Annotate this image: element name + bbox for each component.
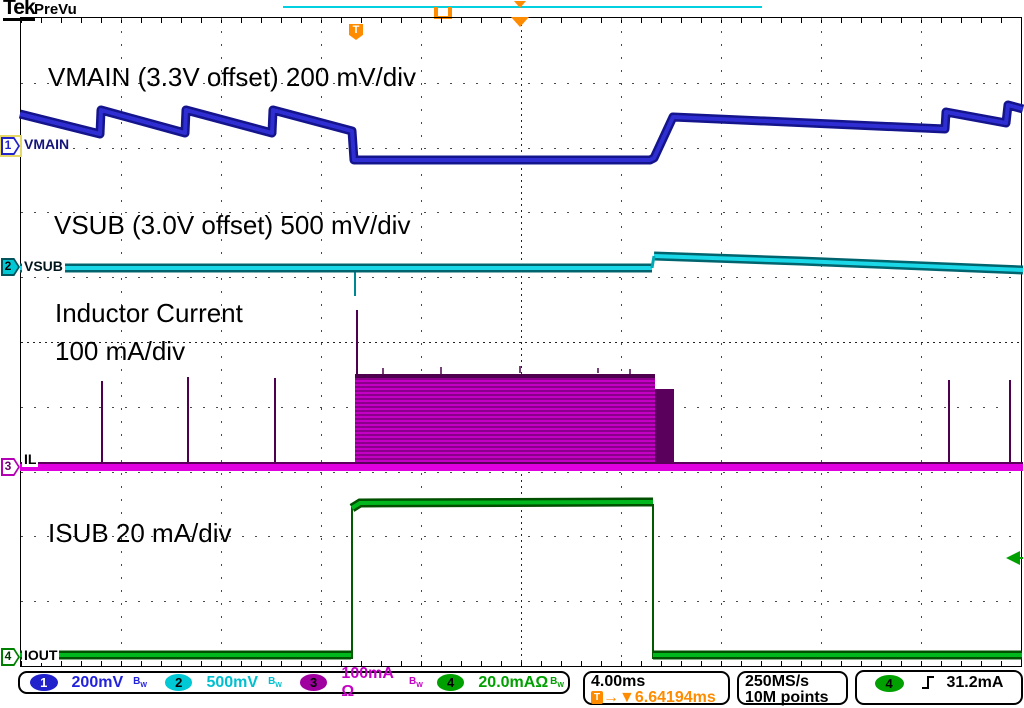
ch2-label: VSUB — [22, 258, 65, 274]
ch4-scale-badge[interactable]: 4 — [436, 674, 465, 691]
ch3-label: IL — [22, 451, 39, 467]
annotation-vsub: VSUB (3.0V offset) 500 mV/div — [54, 210, 411, 240]
graticule-hline — [21, 472, 1021, 473]
trigger-source-badge: 4 — [874, 674, 904, 692]
graticule-vline — [621, 18, 622, 666]
trigger-level-readout: 31.2mA — [946, 674, 1004, 691]
timebase-box[interactable]: 4.00ms T →▼6.64194ms — [583, 671, 730, 706]
annotation-vmain: VMAIN (3.3V offset) 200 mV/div — [48, 62, 416, 92]
acquisition-status: PreVu — [34, 1, 77, 18]
graticule-hline — [21, 407, 1021, 408]
trigger-level-t-icon[interactable]: T — [349, 24, 363, 40]
tek-logo: Tek — [3, 0, 36, 21]
rising-edge-icon — [922, 676, 935, 689]
ch3-scale: 100mA Ω — [341, 664, 394, 700]
graticule-vline — [821, 18, 822, 666]
channel-readout-bar[interactable]: 1 200mV BW 2 500mV BW 3 100mA Ω BW 4 20.… — [18, 665, 570, 700]
ch3-scale-badge[interactable]: 3 — [299, 674, 328, 691]
trigger-position-icon[interactable] — [511, 17, 529, 27]
annotation-inductor-2: 100 mA/div — [55, 336, 186, 366]
ch2-marker[interactable]: 2 — [1, 258, 20, 276]
timebase-scale: 4.00ms — [591, 673, 646, 690]
ch4-marker[interactable]: 4 — [1, 648, 20, 666]
ch3-bandwidth-icon: BW — [409, 676, 423, 689]
trigger-t-icon: T — [591, 691, 603, 705]
graticule-vline — [721, 18, 722, 666]
ch4-scale: 20.0mAΩ — [478, 673, 549, 691]
graticule-vline — [921, 18, 922, 666]
ch1-label: VMAIN — [22, 136, 72, 152]
acquisition-box[interactable]: 250MS/s 10M points — [737, 671, 848, 706]
record-length: 10M points — [745, 689, 829, 706]
trigger-box[interactable]: 4 31.2mA — [855, 670, 1023, 705]
ch4-bandwidth-icon: BW — [550, 676, 564, 689]
ch1-bandwidth-icon: BW — [133, 676, 147, 689]
trigger-position-icon-small — [514, 1, 526, 8]
sample-rate: 250MS/s — [745, 673, 810, 690]
ch2-bandwidth-icon: BW — [268, 676, 282, 689]
ch1-marker[interactable]: 1 — [0, 135, 22, 157]
ch4-label: IOUT — [22, 647, 60, 663]
graticule-hline — [21, 601, 1021, 602]
annotation-isub: ISUB 20 mA/div — [48, 518, 232, 548]
trigger-delay-readout: T →▼6.64194ms — [591, 690, 728, 706]
annotation-inductor-1: Inductor Current — [55, 298, 243, 328]
ch1-scale: 200mV — [71, 673, 124, 691]
ch1-scale-badge[interactable]: 1 — [30, 674, 58, 691]
ch2-scale-badge[interactable]: 2 — [164, 674, 193, 691]
ch2-scale: 500mV — [206, 673, 259, 691]
ch3-marker[interactable]: 3 — [1, 458, 20, 476]
